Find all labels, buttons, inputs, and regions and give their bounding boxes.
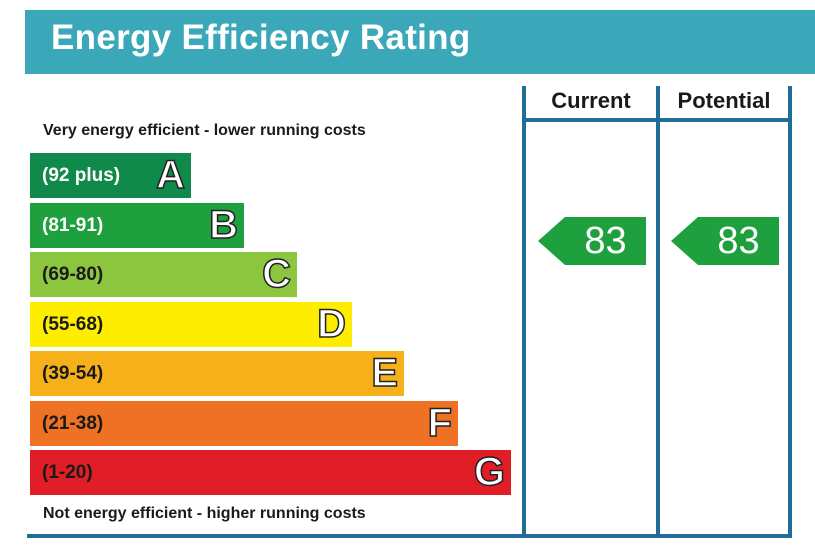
chart-title: Energy Efficiency Rating — [51, 18, 471, 57]
potential-rating-arrow-shape — [671, 217, 779, 265]
band-letter: B — [208, 202, 238, 248]
band-range-label: (39-54) — [42, 363, 104, 384]
band-letter: E — [371, 350, 399, 396]
column-divider-right — [788, 86, 792, 538]
column-divider-left — [522, 86, 526, 538]
potential-rating-value: 83 — [717, 220, 760, 262]
rating-band-g: (1-20) G — [30, 449, 511, 495]
title-bar: Energy Efficiency Rating — [25, 10, 815, 74]
current-rating-value: 83 — [584, 220, 627, 262]
band-letter: A — [155, 152, 185, 198]
rating-band-d: (55-68) D — [30, 301, 352, 347]
band-range-label: (21-38) — [42, 413, 104, 434]
rating-band-e: (39-54) E — [30, 350, 404, 396]
header-underline — [522, 118, 792, 122]
column-header-potential: Potential — [677, 88, 771, 113]
bottom-border — [27, 534, 792, 538]
column-divider-middle — [656, 86, 660, 538]
band-range-label: (92 plus) — [42, 165, 121, 186]
rating-band-a: (92 plus) A — [30, 152, 191, 198]
caption-top: Very energy efficient - lower running co… — [43, 122, 366, 139]
current-rating-arrow: 83 — [538, 217, 646, 265]
band-letter: C — [261, 251, 291, 297]
rating-band-b: (81-91) B — [30, 202, 244, 248]
rating-band-f: (21-38) F — [30, 400, 458, 446]
column-header-current: Current — [551, 88, 631, 113]
potential-rating-arrow: 83 — [671, 217, 779, 265]
band-letter: D — [316, 301, 346, 347]
band-range-label: (1-20) — [42, 462, 93, 483]
band-range-label: (81-91) — [42, 215, 104, 236]
band-range-label: (69-80) — [42, 264, 104, 285]
current-rating-arrow-shape — [538, 217, 646, 265]
rating-band-c: (69-80) C — [30, 251, 297, 297]
band-range-label: (55-68) — [42, 314, 104, 335]
band-letter: G — [473, 449, 506, 495]
band-letter: F — [427, 400, 453, 446]
caption-bottom: Not energy efficient - higher running co… — [43, 505, 366, 522]
